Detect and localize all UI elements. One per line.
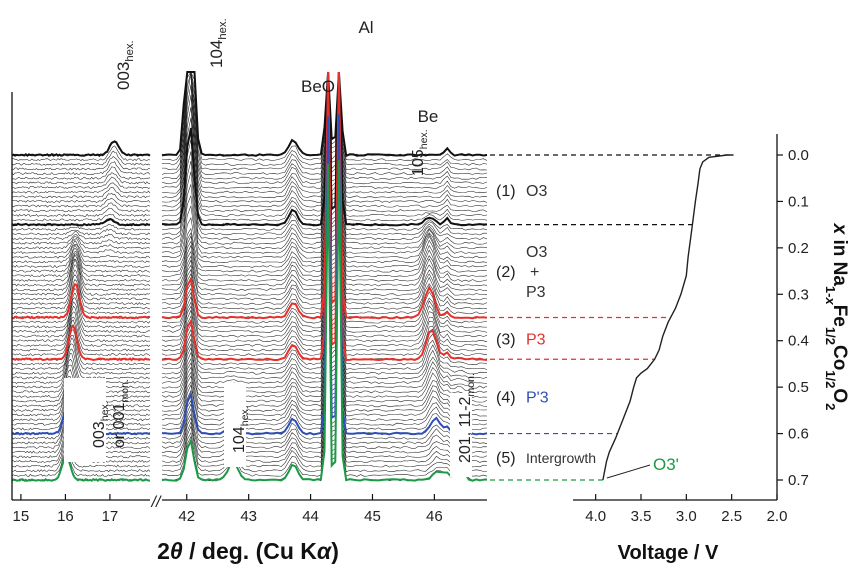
xrd-trace-1-seg0 <box>12 146 150 161</box>
peak-label-sub: hex. <box>99 401 111 421</box>
xrd-trace-11-seg0 <box>12 198 150 207</box>
x-tick-label: 0.2 <box>788 240 809 257</box>
y-label-part: 1/2 <box>824 327 839 345</box>
xrd-x-axis-label: 2θ / deg. (Cu Kα) <box>157 538 339 564</box>
xrd-tick-label: 46 <box>426 508 443 525</box>
xrd-trace-8-seg0 <box>12 183 150 193</box>
peak-label-text: or 001 <box>111 403 128 448</box>
xrd-tick-label: 16 <box>57 508 74 525</box>
xrd-tick-label: 45 <box>364 508 381 525</box>
voltage-x-axis-label: Voltage / V <box>618 542 719 564</box>
phase-regions: (1) O3 (2) O3 + P3 (3) P3 (4) P'3 (5) Intergrowth <box>490 155 733 480</box>
xrd-trace-3-seg0 <box>12 157 150 171</box>
xrd-trace-13-seg0 <box>12 208 150 216</box>
xrd-tick-label: 44 <box>302 508 319 525</box>
voltage-tick-label: 3.0 <box>676 508 697 525</box>
peak-label-sub: hex. <box>124 40 136 61</box>
x-label-part: θ <box>170 538 183 564</box>
y-label-part: 1- <box>824 286 839 298</box>
xrd-tick-label: 15 <box>13 508 30 525</box>
region-phase-4-0: P'3 <box>526 389 549 406</box>
peak-label-sub: hex. <box>239 406 251 426</box>
xrd-trace-43-seg0 <box>12 320 150 356</box>
region-number-3: (3) <box>496 331 516 348</box>
peak-label-sub: hex. <box>418 129 430 149</box>
region-phase-3-0: P3 <box>526 331 546 348</box>
voltage-curve <box>603 155 734 480</box>
peak-label-text: 104 <box>231 426 248 453</box>
peak-label-text: 104 <box>207 40 226 68</box>
xrd-trace-14-seg0 <box>12 214 150 221</box>
voltage-tick-label: 2.5 <box>721 508 742 525</box>
xrd-trace-10-seg0 <box>12 193 150 202</box>
x-tick-label: 0.1 <box>788 193 809 210</box>
peak-104-hex: 104hex. <box>207 18 229 68</box>
peak-al: Al <box>358 18 373 37</box>
x-tick-label: 0.0 <box>788 147 809 164</box>
peak-label-sub: hex. <box>217 18 229 39</box>
xrd-trace-9-seg0 <box>12 187 150 198</box>
x-tick-label: 0.4 <box>788 333 809 350</box>
peak-label-text: 105 <box>410 149 427 176</box>
x-tick-label: 0.5 <box>788 379 809 396</box>
peak-beo: BeO <box>301 77 335 96</box>
region-number-1: (1) <box>496 183 516 200</box>
xrd-trace-12-seg0 <box>12 203 150 212</box>
voltage-y-axis-label: x in Na1-xFe1/2Co1/2O2 <box>824 223 848 411</box>
o3-prime-label: O3' <box>653 455 679 474</box>
region-number-4: (4) <box>496 389 516 406</box>
region-number-5: (5) <box>496 450 516 467</box>
peak-label-text: 201, 11-2 <box>457 396 474 463</box>
y-label-part: Fe <box>829 305 848 327</box>
voltage-tick-label: 4.0 <box>585 508 606 525</box>
highlight-trace-0-seg0 <box>12 142 150 156</box>
region-phase-1-0: O3 <box>526 183 547 200</box>
x-label-part: 2 <box>157 538 170 564</box>
y-label-part: 1/2 <box>824 370 839 388</box>
y-label-part: in Na <box>829 234 848 286</box>
xrd-tick-label: 17 <box>102 508 119 525</box>
xrd-tick-label: 42 <box>178 508 195 525</box>
peak-label-text: 003 <box>91 421 108 448</box>
region-phase-5-0: Intergrowth <box>526 450 596 466</box>
x-tick-label: 0.6 <box>788 426 809 443</box>
peak-be: Be <box>418 107 439 126</box>
x-label-part: ) <box>331 538 339 564</box>
voltage-tick-label: 2.0 <box>767 508 788 525</box>
x-tick-label: 0.3 <box>788 286 809 303</box>
peak-label-sub: mon. <box>119 379 131 402</box>
axis-break-mark: // <box>151 494 162 511</box>
xrd-trace-2-seg0 <box>12 151 150 165</box>
y-label-part: O <box>829 388 848 403</box>
x-tick-label: 0.7 <box>788 472 809 489</box>
peak-label-text: 003 <box>114 62 133 90</box>
xrd-tick-label: 43 <box>240 508 257 525</box>
region-phase-2-1: + <box>530 264 539 281</box>
voltage-panel: 4.0 3.5 3.0 2.5 2.0 0.0 0.1 0.2 0.3 0.4 0.5 0.6 0.7 V… <box>573 134 848 564</box>
y-label-part: Co <box>829 345 848 370</box>
region-phase-2-0: O3 <box>526 244 547 261</box>
peak-label-sub: mon. <box>465 373 477 396</box>
voltage-tick-label: 3.5 <box>631 508 652 525</box>
region-number-2: (2) <box>496 264 516 281</box>
o3-prime-leader <box>607 465 650 478</box>
y-label-part: 2 <box>824 403 839 410</box>
x-label-part: / deg. (Cu K <box>183 538 318 564</box>
peak-003-hex: 003hex. <box>114 40 136 90</box>
region-phase-2-2: P3 <box>526 284 546 301</box>
